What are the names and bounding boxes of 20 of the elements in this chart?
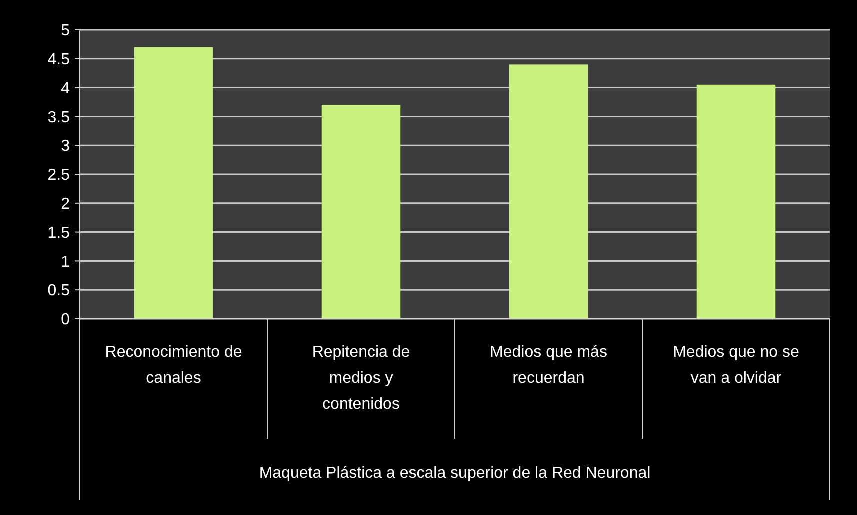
y-tick-label: 0 <box>61 312 70 329</box>
y-tick-label: 4.5 <box>48 52 70 68</box>
y-tick-label: 5 <box>61 22 70 40</box>
y-tick-label: 4 <box>61 80 70 98</box>
y-tick-label: 2.5 <box>48 167 70 184</box>
y-tick-label: 1.5 <box>48 224 70 242</box>
x-tick-label: Repitencia de medios y contenidos <box>312 344 410 413</box>
y-tick-label: 1 <box>61 254 70 271</box>
bar <box>322 105 401 319</box>
y-tick-label: 3 <box>61 138 70 156</box>
x-axis-title: Maqueta Plástica a escala superior de la Red Neuronal <box>259 465 651 482</box>
bar <box>696 84 776 319</box>
y-tick-label: 2 <box>61 196 70 213</box>
y-tick-label: 0.5 <box>48 282 70 300</box>
y-tick-label: 3.5 <box>48 109 70 126</box>
x-tick-label: Reconocimiento de canales <box>105 344 242 387</box>
x-tick-label: Medios que no se van a olvidar <box>673 344 800 387</box>
x-tick-label: Medios que más recuerdan <box>490 344 608 387</box>
bar <box>134 47 214 319</box>
bar <box>509 64 588 319</box>
